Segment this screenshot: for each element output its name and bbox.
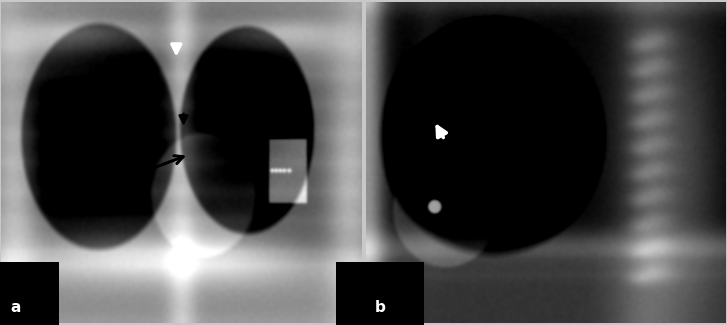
Text: b: b — [374, 300, 385, 315]
Text: a: a — [10, 300, 21, 315]
